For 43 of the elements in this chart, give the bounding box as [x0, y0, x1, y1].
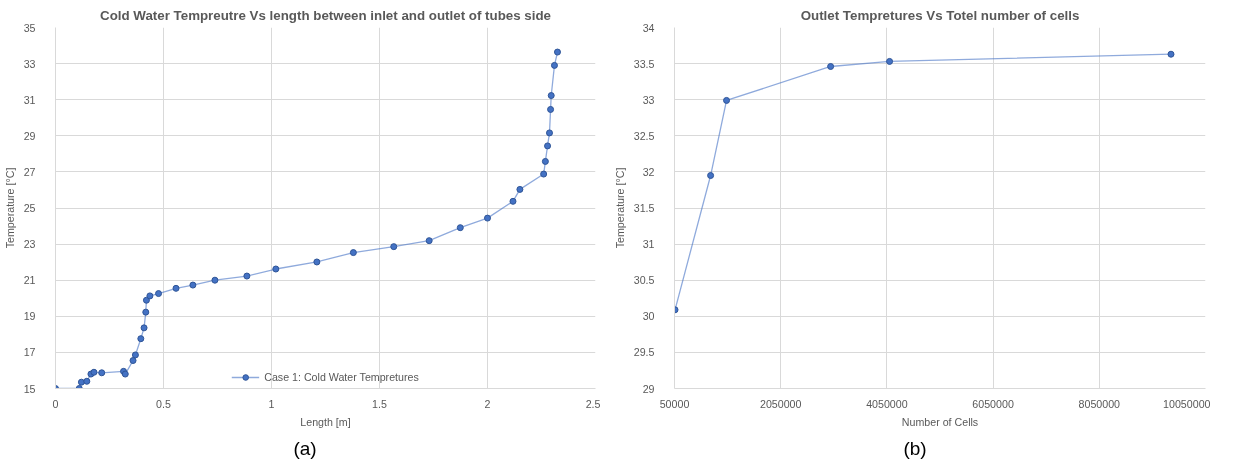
chart-title: Cold Water Tempreutre Vs length between inlet and outlet of tubes side — [100, 7, 551, 23]
y-tick-label: 30.5 — [633, 274, 655, 287]
chart-title: Outlet Tempretures Vs Totel number of cells — [800, 7, 1080, 23]
y-tick-label: 15 — [23, 382, 36, 395]
y-axis-title: Temperature [°C] — [3, 167, 16, 249]
y-tick-label: 17 — [23, 346, 36, 359]
y-tick-label: 32 — [642, 165, 655, 178]
x-tick-label: 2.5 — [585, 397, 601, 410]
x-tick-label: 2 — [484, 397, 491, 410]
y-tick-label: 29.5 — [633, 346, 655, 359]
y-tick-label: 29 — [23, 129, 36, 142]
y-tick-label: 21 — [23, 274, 36, 287]
y-tick-label: 33.5 — [633, 57, 655, 70]
text: (b) — [903, 437, 927, 461]
y-tick-label: 33 — [642, 93, 655, 106]
y-tick-label: 27 — [23, 165, 36, 178]
y-tick-label: 25 — [23, 202, 36, 214]
y-tick-label: 31.5 — [633, 202, 655, 214]
y-tick-label: 23 — [23, 238, 36, 251]
x-tick-label: 0 — [52, 397, 59, 410]
y-tick-label: 31 — [642, 238, 655, 251]
y-tick-label: 29 — [642, 382, 655, 395]
x-tick-label: 10050000 — [1163, 397, 1211, 410]
x-tick-label: 4050000 — [866, 397, 908, 410]
y-tick-label: 30 — [642, 310, 655, 323]
y-tick-label: 34 — [642, 21, 655, 34]
x-axis-title: Number of Cells — [901, 415, 979, 428]
text: (a) — [293, 437, 317, 461]
x-tick-label: 6050000 — [972, 397, 1014, 410]
x-tick-label: 0.5 — [156, 397, 171, 410]
y-tick-label: 31 — [23, 93, 36, 106]
y-tick-label: 19 — [23, 310, 36, 323]
y-tick-label: 35 — [23, 21, 36, 34]
x-tick-label: 1 — [268, 397, 275, 410]
legend-label: Case 1: Cold Water Tempretures — [264, 370, 419, 384]
x-tick-label: 50000 — [659, 397, 690, 410]
x-tick-label: 8050000 — [1078, 397, 1121, 410]
y-tick-label: 33 — [23, 57, 36, 70]
y-axis-title: Temperature [°C] — [613, 167, 626, 249]
x-axis-title: Length [m] — [300, 415, 351, 428]
x-tick-label: 2050000 — [759, 397, 802, 410]
y-tick-label: 32.5 — [633, 129, 655, 142]
x-tick-label: 1.5 — [372, 397, 387, 410]
